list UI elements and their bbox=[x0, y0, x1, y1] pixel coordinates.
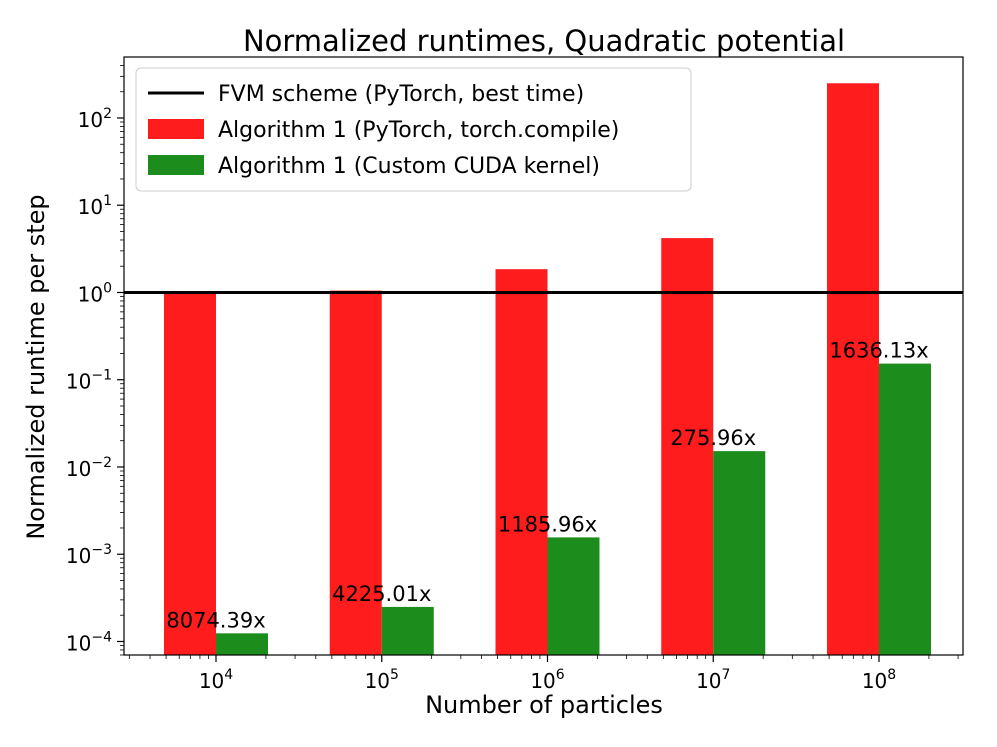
bar-label-3: 275.96x bbox=[670, 426, 756, 450]
bar-pytorch-4 bbox=[827, 83, 879, 656]
y-tick-label-4: 100 bbox=[78, 280, 112, 306]
x-tick-label-2: 106 bbox=[530, 667, 564, 693]
bar-pytorch-3 bbox=[661, 238, 714, 655]
plot-area: 8074.39x 4225.01x 1185.96x 275.96x 1636.13x 1… bbox=[66, 56, 964, 693]
x-tick-label-3: 107 bbox=[696, 667, 730, 693]
bar-cuda-1 bbox=[381, 606, 434, 655]
bar-pytorch-0 bbox=[164, 292, 216, 655]
y-tick-label-6: 102 bbox=[78, 106, 112, 132]
legend-swatch-1 bbox=[148, 119, 204, 139]
bar-pytorch-2 bbox=[495, 269, 548, 655]
x-tick-label-0: 104 bbox=[199, 667, 233, 693]
bar-pytorch-1 bbox=[329, 290, 382, 655]
y-tick-label-1: 10−3 bbox=[66, 542, 112, 568]
x-axis-label: Number of particles bbox=[425, 691, 663, 719]
legend-label-1: Algorithm 1 (PyTorch, torch.compile) bbox=[218, 118, 619, 143]
plot-frame bbox=[123, 56, 964, 656]
bar-label-1: 4225.01x bbox=[332, 582, 431, 606]
y-tick-label-2: 10−2 bbox=[66, 455, 112, 481]
bar-label-2: 1185.96x bbox=[498, 512, 597, 536]
legend-label-0: FVM scheme (PyTorch, best time) bbox=[218, 82, 584, 107]
y-axis-label: Normalized runtime per step bbox=[22, 194, 50, 539]
legend: FVM scheme (PyTorch, best time) Algorithm… bbox=[135, 67, 692, 192]
bar-cuda-4 bbox=[879, 363, 931, 655]
bar-label-0: 8074.39x bbox=[166, 608, 265, 632]
y-tick-label-0: 10−4 bbox=[66, 629, 112, 655]
x-tick-label-4: 108 bbox=[862, 667, 896, 693]
y-tick-label-5: 101 bbox=[78, 193, 112, 219]
chart-title: Normalized runtimes, Quadratic potential bbox=[243, 24, 845, 58]
bar-label-4: 1636.13x bbox=[829, 339, 928, 363]
legend-label-2: Algorithm 1 (Custom CUDA kernel) bbox=[218, 154, 600, 179]
y-tick-label-3: 10−1 bbox=[66, 368, 112, 394]
legend-swatch-2 bbox=[148, 155, 204, 175]
bar-cuda-3 bbox=[713, 451, 766, 655]
x-tick-label-1: 105 bbox=[365, 667, 399, 693]
legend-box bbox=[135, 67, 692, 192]
bar-cuda-2 bbox=[547, 537, 600, 655]
bar-cuda-0 bbox=[216, 633, 268, 655]
